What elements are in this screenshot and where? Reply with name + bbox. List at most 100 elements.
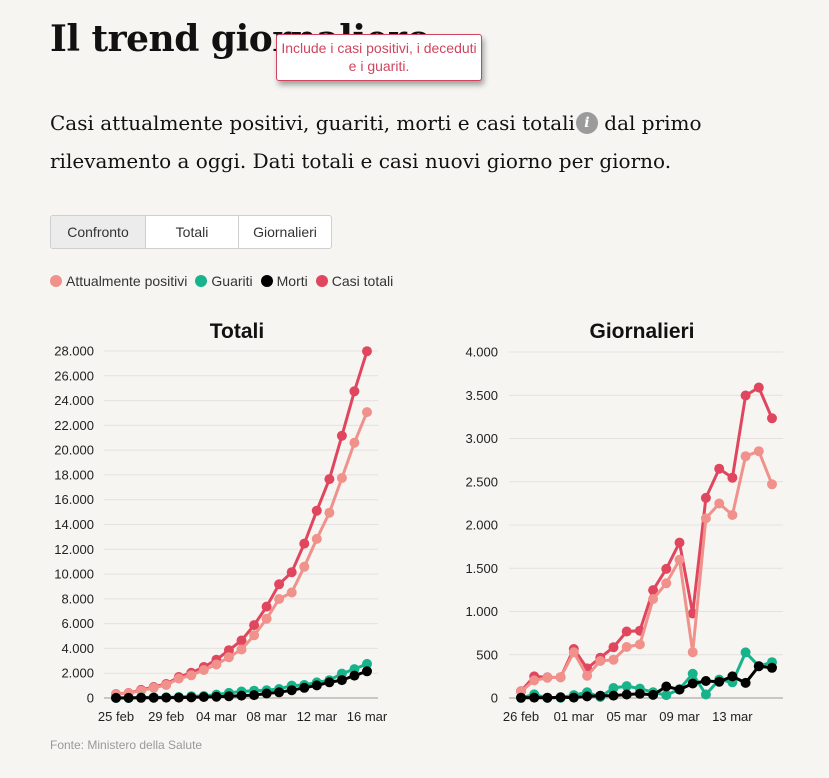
data-point-attualmente-positivi[interactable] (608, 654, 619, 665)
data-point-attualmente-positivi[interactable] (286, 587, 297, 598)
data-point-guariti[interactable] (621, 681, 632, 692)
data-point-casi-totali[interactable] (648, 585, 659, 596)
data-point-morti[interactable] (324, 677, 335, 688)
data-point-attualmente-positivi[interactable] (236, 644, 247, 655)
data-point-guariti[interactable] (362, 658, 372, 669)
data-point-morti[interactable] (161, 692, 172, 703)
data-point-morti[interactable] (621, 689, 632, 700)
data-point-morti[interactable] (173, 692, 184, 703)
data-point-attualmente-positivi[interactable] (529, 675, 540, 686)
data-point-casi-totali[interactable] (336, 430, 347, 441)
data-point-attualmente-positivi[interactable] (211, 659, 222, 670)
data-point-casi-totali[interactable] (740, 390, 751, 401)
data-point-attualmente-positivi[interactable] (727, 510, 738, 520)
data-point-morti[interactable] (687, 678, 698, 689)
data-point-attualmente-positivi[interactable] (299, 561, 310, 572)
data-point-morti[interactable] (249, 690, 260, 701)
data-point-attualmente-positivi[interactable] (274, 594, 285, 604)
data-point-casi-totali[interactable] (714, 463, 725, 474)
data-point-morti[interactable] (136, 692, 147, 703)
data-point-casi-totali[interactable] (286, 567, 297, 578)
data-point-casi-totali[interactable] (324, 474, 335, 485)
data-point-morti[interactable] (336, 675, 347, 686)
legend-item-morti[interactable]: Morti (260, 273, 308, 289)
data-point-attualmente-positivi[interactable] (753, 446, 764, 457)
data-point-morti[interactable] (648, 689, 659, 700)
data-point-attualmente-positivi[interactable] (687, 647, 698, 658)
legend-item-guariti[interactable]: Guariti (195, 273, 253, 289)
data-point-morti[interactable] (753, 661, 764, 672)
data-point-attualmente-positivi[interactable] (634, 639, 645, 650)
data-point-attualmente-positivi[interactable] (542, 672, 553, 683)
data-point-morti[interactable] (595, 690, 606, 701)
legend-item-casi-totali[interactable]: Casi totali (315, 273, 393, 289)
legend-item-attualmente-positivi[interactable]: Attualmente positivi (50, 273, 187, 289)
data-point-morti[interactable] (555, 692, 566, 703)
data-point-guariti[interactable] (700, 689, 711, 700)
data-point-morti[interactable] (674, 684, 685, 695)
data-point-morti[interactable] (700, 676, 711, 686)
data-point-attualmente-positivi[interactable] (249, 630, 260, 641)
data-point-casi-totali[interactable] (223, 645, 234, 656)
data-point-morti[interactable] (186, 692, 197, 703)
tab-giornalieri[interactable]: Giornalieri (253, 224, 317, 240)
tab-totali[interactable]: Totali (146, 216, 239, 248)
data-point-casi-totali[interactable] (727, 472, 738, 483)
data-point-casi-totali[interactable] (299, 538, 310, 549)
data-point-casi-totali[interactable] (236, 635, 247, 646)
data-point-morti[interactable] (529, 692, 540, 703)
data-point-guariti[interactable] (740, 647, 751, 658)
data-point-attualmente-positivi[interactable] (198, 665, 209, 675)
data-point-morti[interactable] (542, 692, 553, 703)
data-point-morti[interactable] (286, 685, 297, 696)
data-point-morti[interactable] (274, 687, 285, 698)
data-point-casi-totali[interactable] (753, 382, 764, 393)
data-point-morti[interactable] (582, 691, 593, 702)
data-point-morti[interactable] (516, 692, 526, 703)
data-point-attualmente-positivi[interactable] (336, 473, 347, 483)
data-point-attualmente-positivi[interactable] (362, 407, 372, 418)
data-point-casi-totali[interactable] (661, 563, 672, 574)
data-point-morti[interactable] (727, 671, 738, 682)
data-point-casi-totali[interactable] (274, 579, 285, 590)
data-point-attualmente-positivi[interactable] (714, 498, 725, 509)
data-point-attualmente-positivi[interactable] (700, 513, 711, 524)
data-point-guariti[interactable] (661, 690, 672, 701)
data-point-morti[interactable] (111, 692, 121, 703)
data-point-morti[interactable] (714, 676, 725, 687)
data-point-morti[interactable] (261, 688, 272, 699)
data-point-morti[interactable] (123, 692, 134, 703)
data-point-casi-totali[interactable] (621, 626, 632, 637)
data-point-attualmente-positivi[interactable] (148, 682, 159, 693)
data-point-attualmente-positivi[interactable] (173, 673, 184, 684)
tab-confronto[interactable]: Confronto (51, 216, 146, 248)
data-point-morti[interactable] (661, 681, 672, 692)
data-point-casi-totali[interactable] (608, 642, 619, 653)
data-point-attualmente-positivi[interactable] (740, 451, 751, 462)
data-point-attualmente-positivi[interactable] (555, 672, 566, 683)
data-point-attualmente-positivi[interactable] (621, 642, 632, 652)
data-point-morti[interactable] (767, 662, 777, 673)
data-point-attualmente-positivi[interactable] (648, 594, 659, 604)
data-point-casi-totali[interactable] (767, 413, 777, 424)
data-point-attualmente-positivi[interactable] (568, 647, 579, 658)
data-point-morti[interactable] (362, 666, 372, 677)
data-point-morti[interactable] (311, 680, 322, 691)
data-point-morti[interactable] (608, 690, 619, 701)
data-point-morti[interactable] (568, 692, 579, 703)
data-point-attualmente-positivi[interactable] (261, 613, 272, 624)
data-point-attualmente-positivi[interactable] (767, 479, 777, 490)
data-point-casi-totali[interactable] (311, 505, 322, 516)
data-point-casi-totali[interactable] (249, 620, 260, 631)
data-point-casi-totali[interactable] (349, 386, 360, 397)
data-point-morti[interactable] (236, 690, 247, 701)
data-point-attualmente-positivi[interactable] (223, 652, 234, 663)
data-point-attualmente-positivi[interactable] (311, 533, 322, 544)
data-point-casi-totali[interactable] (674, 537, 685, 548)
data-point-morti[interactable] (349, 670, 360, 681)
data-point-attualmente-positivi[interactable] (595, 656, 606, 666)
data-point-morti[interactable] (148, 692, 159, 703)
data-point-guariti[interactable] (687, 668, 698, 679)
data-point-morti[interactable] (223, 691, 234, 702)
data-point-guariti[interactable] (608, 683, 619, 693)
